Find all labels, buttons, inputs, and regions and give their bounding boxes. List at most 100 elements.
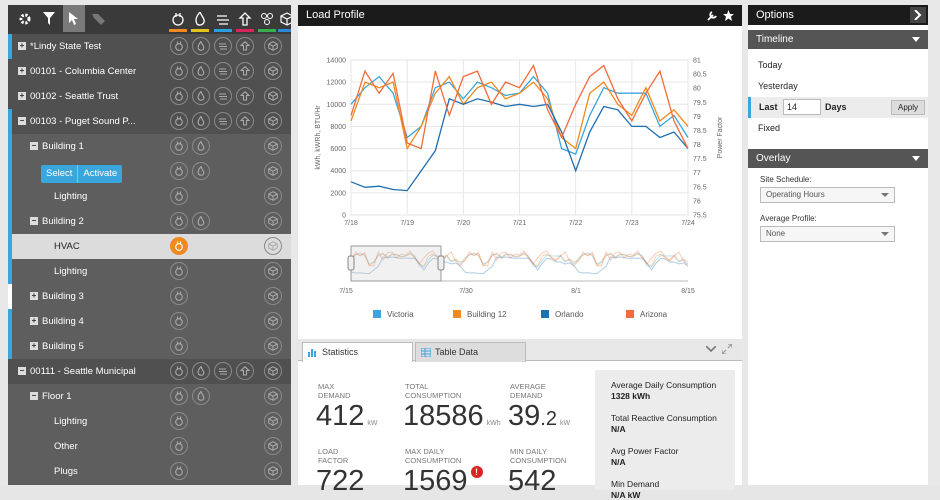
overlay-section-header[interactable]: Overlay [748, 149, 928, 168]
cube-icon[interactable] [264, 287, 282, 305]
tag-icon[interactable] [88, 5, 110, 32]
steam-icon[interactable] [236, 362, 254, 380]
average-profile-select[interactable]: None [760, 226, 895, 242]
steam-icon[interactable] [236, 87, 254, 105]
timeline-yesterday[interactable]: Yesterday [758, 81, 798, 91]
tree-row[interactable]: +00102 - Seattle Trust [8, 84, 291, 109]
electric-plug-icon[interactable] [167, 5, 189, 32]
water-icon[interactable] [212, 5, 234, 32]
tree-row[interactable]: Plugs [8, 459, 291, 484]
collapse-icon[interactable]: − [18, 366, 26, 375]
cube-icon[interactable] [264, 37, 282, 55]
water-icon[interactable] [214, 37, 232, 55]
electric-plug-icon[interactable] [170, 337, 188, 355]
tab-table-data[interactable]: Table Data [415, 342, 526, 362]
cube-icon[interactable] [264, 437, 282, 455]
cube-icon[interactable] [264, 312, 282, 330]
tree-row[interactable]: + Building 3 [8, 284, 291, 309]
expand-icon[interactable]: + [30, 316, 38, 325]
cube-icon[interactable] [264, 462, 282, 480]
steam-icon[interactable] [236, 62, 254, 80]
tree-row[interactable]: HVAC [8, 234, 291, 259]
activate-button[interactable]: Activate [83, 168, 118, 179]
electric-plug-icon[interactable] [170, 387, 188, 405]
expand-icon[interactable]: + [30, 291, 38, 300]
expand-icon[interactable] [722, 344, 732, 354]
filter-icon[interactable] [38, 5, 60, 32]
expand-icon[interactable]: + [30, 341, 38, 350]
tree-row[interactable]: Lighting [8, 184, 291, 209]
gas-flame-icon[interactable] [192, 37, 210, 55]
tree-row[interactable]: − Floor 1 [8, 384, 291, 409]
tree-row[interactable]: − Building 2 [8, 209, 291, 234]
electric-plug-icon[interactable] [170, 262, 188, 280]
tree-row[interactable]: −00111 - Seattle Municipal [8, 359, 291, 384]
electric-plug-icon[interactable] [170, 162, 188, 180]
electric-plug-icon[interactable] [170, 37, 188, 55]
pointer-icon[interactable] [63, 5, 85, 32]
cube-icon[interactable] [264, 162, 282, 180]
steam-icon[interactable] [236, 37, 254, 55]
collapse-icon[interactable]: − [18, 116, 26, 125]
electric-plug-icon[interactable] [170, 62, 188, 80]
cube-icon[interactable] [264, 212, 282, 230]
gas-flame-icon[interactable] [192, 362, 210, 380]
gas-flame-icon[interactable] [192, 212, 210, 230]
expand-icon[interactable]: + [18, 66, 26, 75]
collapse-options-button[interactable] [910, 7, 926, 23]
electric-plug-icon[interactable] [170, 112, 188, 130]
gear-icon[interactable] [14, 5, 36, 32]
tab-statistics[interactable]: Statistics [302, 342, 413, 362]
electric-plug-icon[interactable] [170, 187, 188, 205]
tree-row[interactable]: +00101 - Columbia Center [8, 59, 291, 84]
electric-plug-icon[interactable] [170, 287, 188, 305]
timeline-last-row[interactable]: Last 14 Days Apply [748, 97, 928, 118]
gas-flame-icon[interactable] [192, 112, 210, 130]
star-icon[interactable] [723, 10, 734, 21]
cube-icon[interactable] [264, 237, 282, 255]
tree-row[interactable]: Lighting [8, 259, 291, 284]
tree-row[interactable]: + Building 5 [8, 334, 291, 359]
tree-row[interactable]: + *Lindy State Test [8, 34, 291, 59]
last-days-input[interactable]: 14 [783, 99, 821, 115]
chilled-water-icon[interactable] [256, 5, 278, 32]
tree-row[interactable]: −00103 - Puget Sound P... [8, 109, 291, 134]
timeline-today[interactable]: Today [758, 60, 783, 70]
warning-icon[interactable]: ! [470, 466, 483, 478]
chevron-down-icon[interactable] [706, 346, 716, 353]
tree-row[interactable]: Lighting [8, 409, 291, 434]
electric-plug-icon[interactable] [170, 237, 188, 255]
electric-plug-icon[interactable] [170, 412, 188, 430]
cube-icon[interactable] [264, 62, 282, 80]
timeline-section-header[interactable]: Timeline [748, 30, 928, 49]
collapse-icon[interactable]: − [30, 141, 38, 150]
steam-icon[interactable] [234, 5, 256, 32]
apply-button[interactable]: Apply [891, 100, 925, 115]
water-icon[interactable] [214, 87, 232, 105]
gas-flame-icon[interactable] [189, 5, 211, 32]
electric-plug-icon[interactable] [170, 312, 188, 330]
cube-icon[interactable] [276, 5, 291, 32]
cube-icon[interactable] [264, 412, 282, 430]
gas-flame-icon[interactable] [192, 87, 210, 105]
cube-icon[interactable] [264, 262, 282, 280]
water-icon[interactable] [214, 62, 232, 80]
water-icon[interactable] [214, 112, 232, 130]
cube-icon[interactable] [264, 362, 282, 380]
electric-plug-icon[interactable] [170, 462, 188, 480]
timeline-fixed[interactable]: Fixed [758, 123, 781, 133]
electric-plug-icon[interactable] [170, 137, 188, 155]
site-schedule-select[interactable]: Operating Hours [760, 187, 895, 203]
load-profile-chart[interactable]: 0 2000 4000 6000 8000 10000 12000 14000 7/18 7/19… [298, 26, 742, 336]
water-icon[interactable] [214, 362, 232, 380]
collapse-icon[interactable]: − [30, 391, 38, 400]
wrench-icon[interactable] [707, 10, 718, 21]
cube-icon[interactable] [264, 187, 282, 205]
cube-icon[interactable] [264, 337, 282, 355]
cube-icon[interactable] [264, 387, 282, 405]
tree-row[interactable]: Other [8, 434, 291, 459]
gas-flame-icon[interactable] [192, 137, 210, 155]
electric-plug-icon[interactable] [170, 362, 188, 380]
collapse-icon[interactable]: − [30, 216, 38, 225]
tree-row[interactable]: − Building 1 [8, 134, 291, 159]
